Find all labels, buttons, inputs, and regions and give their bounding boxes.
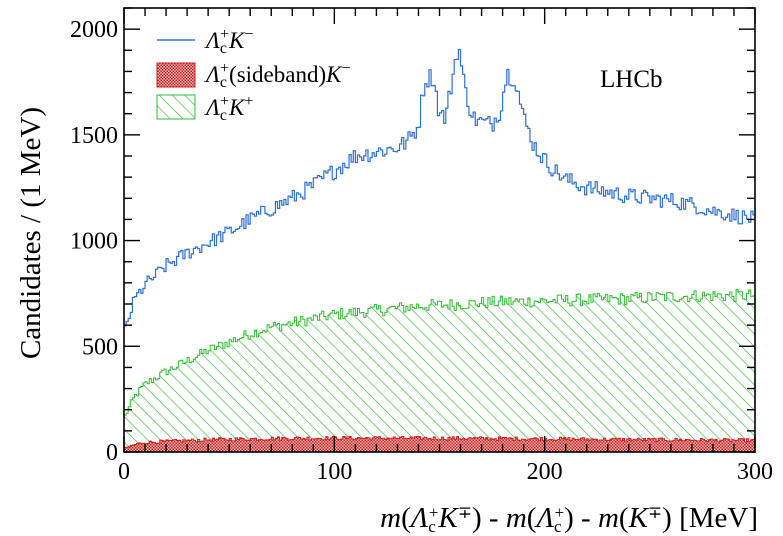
x-axis-title: m(Λc+K∓) - m(Λc+) - m(K∓) [MeV] bbox=[380, 502, 758, 536]
series-lck-minus-histogram bbox=[124, 48, 755, 327]
y-tick-label: 0 bbox=[106, 440, 118, 466]
axes: 0 100 200 300 0 500 1000 1500 2000 bbox=[70, 7, 773, 485]
y-tick-label: 1500 bbox=[70, 123, 118, 149]
legend-swatch-lck-plus bbox=[156, 94, 196, 120]
y-axis-title: Candidates / (1 MeV) bbox=[15, 107, 47, 359]
lhcb-label: LHCb bbox=[600, 66, 663, 93]
legend-label-lck-minus: Λc+K− bbox=[204, 26, 253, 57]
series-lck-plus-histogram bbox=[123, 288, 756, 453]
legend: Λc+K− Λc+(sideband)K− Λc+K+ bbox=[156, 26, 351, 124]
x-tick-label: 100 bbox=[316, 459, 352, 485]
legend-label-lck-plus: Λc+K+ bbox=[204, 93, 253, 124]
legend-swatch-sideband bbox=[156, 62, 196, 88]
plot-area bbox=[123, 48, 756, 453]
x-tick-label: 300 bbox=[737, 459, 773, 485]
x-tick-label: 0 bbox=[118, 459, 130, 485]
legend-label-sideband: Λc+(sideband)K− bbox=[204, 60, 351, 91]
x-tick-label: 200 bbox=[527, 459, 563, 485]
y-tick-label: 2000 bbox=[70, 17, 118, 43]
y-tick-label: 1000 bbox=[70, 229, 118, 255]
y-tick-label: 500 bbox=[82, 334, 118, 360]
